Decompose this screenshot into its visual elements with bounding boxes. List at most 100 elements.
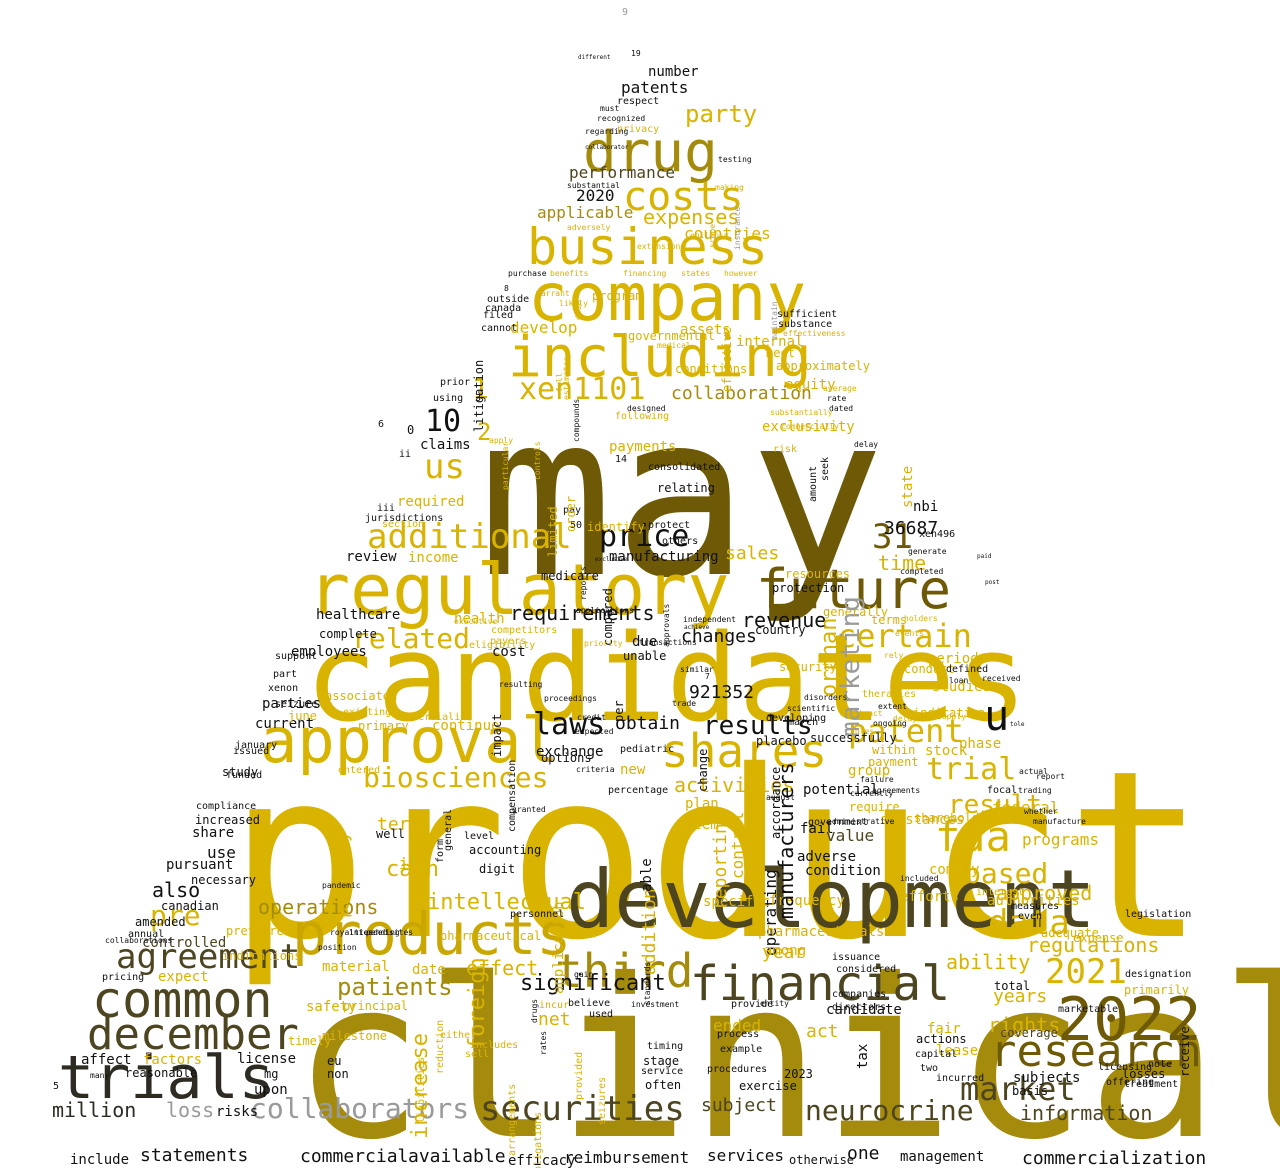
word: accounting	[469, 843, 542, 857]
word: using	[433, 393, 464, 404]
word: inc	[399, 854, 428, 873]
word: protection	[772, 581, 845, 595]
word: eligibility	[469, 640, 536, 651]
word: date	[412, 962, 446, 978]
word: 2023	[784, 1067, 813, 1081]
word: likely	[559, 299, 588, 308]
word: rate	[827, 394, 847, 403]
word: pediatric	[620, 744, 675, 755]
word: otherwise	[789, 1153, 855, 1167]
word: studies	[932, 679, 992, 695]
word: included	[900, 874, 939, 883]
word: performance	[569, 163, 675, 182]
word: capital	[915, 1049, 958, 1060]
word: 2022	[1057, 985, 1202, 1055]
word: ongoing	[873, 719, 907, 728]
word: adequate	[1041, 926, 1099, 940]
word: must	[600, 104, 620, 113]
word: timing	[647, 1041, 684, 1052]
word: factors	[143, 1052, 203, 1068]
word: often	[645, 1078, 682, 1092]
word: digit	[479, 862, 516, 876]
word: risks	[216, 1104, 259, 1120]
word: upon	[254, 1082, 288, 1098]
word: agreement	[116, 937, 301, 977]
word: efficacy	[508, 1153, 576, 1168]
word: unable	[623, 649, 667, 663]
word: receive	[1178, 1026, 1192, 1077]
word: ended	[713, 1016, 762, 1035]
word: claims	[420, 437, 471, 453]
word: intellectual	[427, 890, 586, 915]
word: state	[900, 465, 916, 508]
word: rights	[988, 1013, 1061, 1037]
word: legislation	[1125, 909, 1192, 920]
word: entity	[760, 999, 789, 1008]
word: 7	[705, 672, 710, 681]
word: sufficient	[777, 309, 838, 320]
word: indication	[913, 706, 986, 720]
word: conditions	[675, 362, 748, 376]
word: manufacture	[1033, 817, 1086, 826]
word: supply	[937, 712, 966, 721]
word: collaborators	[250, 1092, 470, 1125]
word: note	[1148, 1059, 1173, 1070]
word: us	[424, 447, 465, 487]
word: patients	[337, 973, 453, 1001]
word: lease	[936, 1043, 979, 1059]
word: 50	[570, 520, 583, 531]
word: xen1101	[519, 372, 646, 407]
word: safety	[306, 999, 357, 1015]
word: dated	[829, 404, 854, 413]
word: generally	[823, 605, 889, 619]
word: requirements	[510, 601, 655, 625]
word: expected	[575, 727, 614, 736]
word: similar	[680, 665, 714, 674]
word: disorders	[804, 693, 848, 702]
word: conduct	[904, 662, 955, 676]
word: pay	[563, 505, 582, 516]
word: fda	[935, 812, 1011, 861]
word: adversely	[567, 223, 611, 232]
word: 2	[477, 418, 492, 446]
word: successfully	[810, 731, 897, 745]
word: well	[376, 827, 405, 841]
word: data	[988, 903, 1070, 943]
word: reduction	[435, 1019, 446, 1074]
word: report	[1036, 772, 1065, 781]
word: 5	[53, 1081, 60, 1092]
word: compared	[601, 588, 615, 646]
word: terms	[871, 613, 908, 627]
word: commercially	[781, 422, 839, 431]
word: u	[984, 691, 1010, 740]
word: group	[848, 763, 891, 779]
word: litigation	[472, 359, 486, 432]
word: general	[443, 808, 454, 851]
word: rates	[539, 1030, 548, 1055]
word: manufacturing	[609, 549, 719, 565]
word: affect	[81, 1052, 132, 1068]
word: identify	[587, 520, 645, 534]
word: adverse	[797, 849, 857, 865]
word: placebo	[756, 734, 807, 748]
word: milestone	[322, 1029, 388, 1043]
word: medical	[657, 341, 691, 350]
word: canada	[485, 303, 522, 314]
word: coverage	[1000, 1026, 1058, 1040]
word: meet	[766, 346, 795, 360]
word: stock	[925, 743, 968, 759]
word: failure	[860, 775, 894, 784]
word: amount	[808, 465, 819, 502]
word: service	[641, 1066, 684, 1077]
word: december	[87, 1009, 299, 1060]
word: investment	[631, 1000, 680, 1009]
word: extent	[878, 702, 907, 711]
word: trial	[926, 752, 1017, 787]
word: seek	[820, 456, 831, 481]
word: arrangements	[507, 1083, 518, 1156]
word: developing	[766, 713, 827, 724]
word: maintain	[770, 301, 779, 340]
word: liabilities	[416, 1056, 427, 1123]
word: 19	[631, 49, 641, 58]
word: additional	[367, 517, 572, 557]
